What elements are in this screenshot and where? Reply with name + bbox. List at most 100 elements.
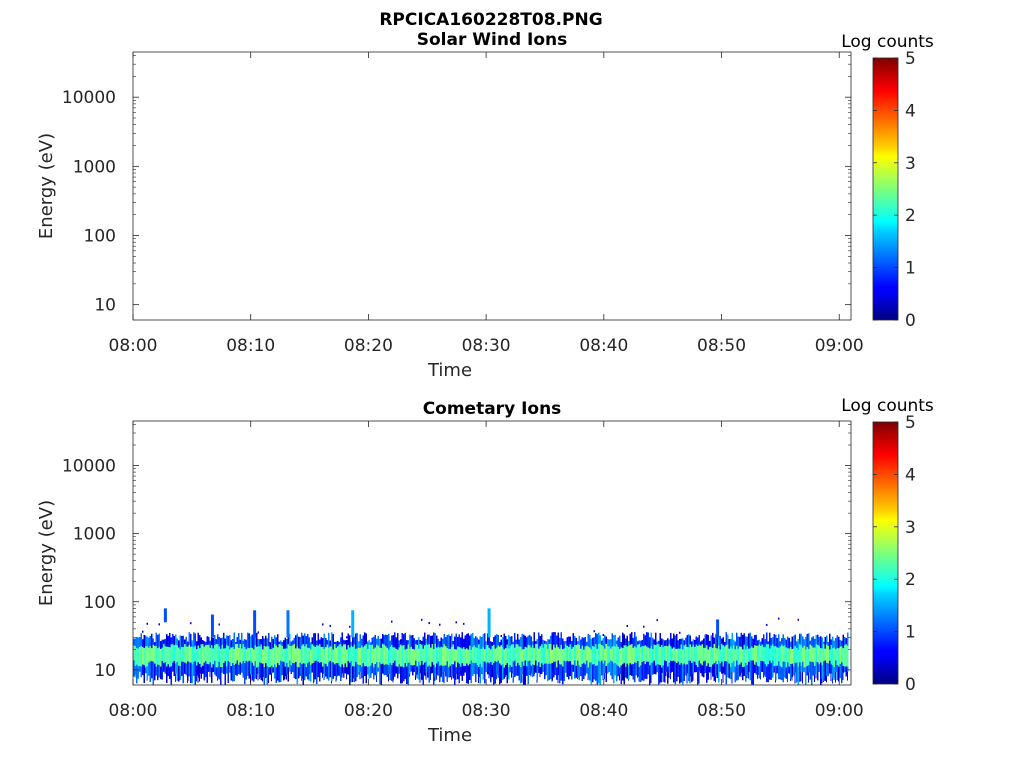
band-core-cell bbox=[163, 643, 165, 664]
band-core-cell bbox=[604, 648, 606, 661]
band-core-cell bbox=[373, 648, 375, 668]
band-core-cell bbox=[583, 649, 585, 663]
band-core-cell bbox=[338, 644, 340, 666]
band-core-cell bbox=[754, 645, 756, 665]
band-core-cell bbox=[152, 644, 154, 662]
band-core-cell bbox=[460, 647, 462, 667]
band-core-cell bbox=[473, 645, 475, 664]
band-core-cell bbox=[746, 646, 748, 666]
band-drip-cell bbox=[326, 678, 328, 680]
band-core-cell bbox=[275, 645, 277, 668]
band-core-cell bbox=[161, 647, 163, 661]
band-drip-cell bbox=[821, 678, 823, 684]
band-core-cell bbox=[337, 646, 339, 664]
band-core-cell bbox=[605, 643, 607, 667]
band-core-cell bbox=[646, 646, 648, 662]
band-core-cell bbox=[449, 648, 451, 666]
band-core-cell bbox=[347, 644, 349, 662]
band-drip-cell bbox=[262, 677, 263, 682]
burst-cell bbox=[253, 610, 257, 638]
band-core-cell bbox=[490, 649, 492, 662]
band-drip-cell bbox=[346, 674, 347, 680]
band-core-cell bbox=[268, 646, 270, 668]
speck-cell bbox=[463, 622, 465, 625]
band-core-cell bbox=[815, 644, 817, 662]
band-core-cell bbox=[680, 644, 682, 664]
band-core-cell bbox=[614, 646, 616, 664]
band-core-cell bbox=[551, 649, 553, 663]
band-core-cell bbox=[841, 646, 843, 663]
band-core-cell bbox=[439, 647, 441, 666]
colorbar-tick-label: 3 bbox=[905, 154, 916, 174]
band-core-cell bbox=[805, 649, 807, 668]
x-axis-label: Time bbox=[427, 360, 472, 381]
band-core-cell bbox=[214, 645, 216, 661]
band-core-cell bbox=[164, 646, 166, 663]
band-drip-cell bbox=[833, 678, 835, 680]
band-core-cell bbox=[140, 646, 142, 667]
band-core-cell bbox=[826, 644, 828, 663]
band-core-cell bbox=[760, 645, 762, 661]
band-core-cell bbox=[817, 644, 819, 663]
band-drip-cell bbox=[763, 675, 764, 678]
band-core-cell bbox=[496, 647, 498, 662]
band-core-cell bbox=[694, 646, 696, 662]
band-drip-cell bbox=[409, 674, 410, 677]
band-drip-cell bbox=[416, 674, 418, 679]
band-core-cell bbox=[527, 644, 529, 662]
band-drip-cell bbox=[425, 672, 427, 680]
band-core-cell bbox=[500, 645, 502, 666]
band-core-cell bbox=[548, 643, 550, 664]
band-core-cell bbox=[290, 645, 292, 666]
band-drip-cell bbox=[847, 671, 848, 681]
band-core-cell bbox=[293, 643, 295, 664]
band-core-cell bbox=[845, 644, 847, 667]
band-core-cell bbox=[749, 648, 751, 661]
band-core-cell bbox=[556, 644, 558, 668]
band-core-cell bbox=[424, 645, 426, 663]
speck-cell bbox=[626, 625, 628, 628]
band-core-cell bbox=[352, 646, 354, 667]
x-tick-label: 08:00 bbox=[109, 701, 158, 721]
band-core-cell bbox=[244, 647, 246, 664]
band-drip-cell bbox=[511, 673, 512, 678]
band-core-cell bbox=[740, 646, 742, 663]
band-drip-cell bbox=[791, 677, 793, 681]
band-core-cell bbox=[382, 643, 384, 664]
band-core-cell bbox=[832, 648, 834, 666]
band-core-cell bbox=[785, 647, 787, 668]
band-drip-cell bbox=[388, 673, 389, 682]
band-drip-cell bbox=[637, 676, 638, 678]
x-tick-label: 08:20 bbox=[344, 336, 393, 356]
band-core-cell bbox=[340, 644, 342, 668]
band-core-cell bbox=[512, 644, 514, 662]
burst-cell bbox=[351, 610, 355, 638]
band-core-cell bbox=[779, 646, 781, 667]
band-drip-cell bbox=[430, 673, 431, 681]
band-core-cell bbox=[208, 644, 210, 665]
band-core-cell bbox=[418, 648, 420, 662]
band-drip-cell bbox=[268, 674, 269, 684]
band-drip-cell bbox=[757, 674, 758, 679]
band-drip-cell bbox=[359, 671, 361, 680]
band-core-cell bbox=[368, 644, 370, 667]
band-drip-cell bbox=[331, 681, 332, 684]
band-core-cell bbox=[203, 646, 205, 663]
band-core-cell bbox=[655, 645, 657, 666]
band-drip-cell bbox=[478, 677, 479, 683]
band-core-cell bbox=[557, 647, 559, 661]
band-core-cell bbox=[415, 644, 417, 661]
band-core-cell bbox=[611, 646, 613, 662]
band-core-cell bbox=[748, 648, 750, 662]
band-core-cell bbox=[242, 644, 244, 661]
x-tick-label: 08:00 bbox=[109, 336, 158, 356]
band-drip-cell bbox=[686, 673, 688, 684]
band-core-cell bbox=[272, 647, 274, 668]
band-core-cell bbox=[404, 649, 406, 664]
speck-cell bbox=[439, 623, 441, 626]
band-core-cell bbox=[560, 644, 562, 665]
band-core-cell bbox=[532, 644, 534, 665]
band-core-cell bbox=[823, 643, 825, 662]
band-core-cell bbox=[365, 644, 367, 667]
band-edge-cell bbox=[350, 641, 352, 683]
